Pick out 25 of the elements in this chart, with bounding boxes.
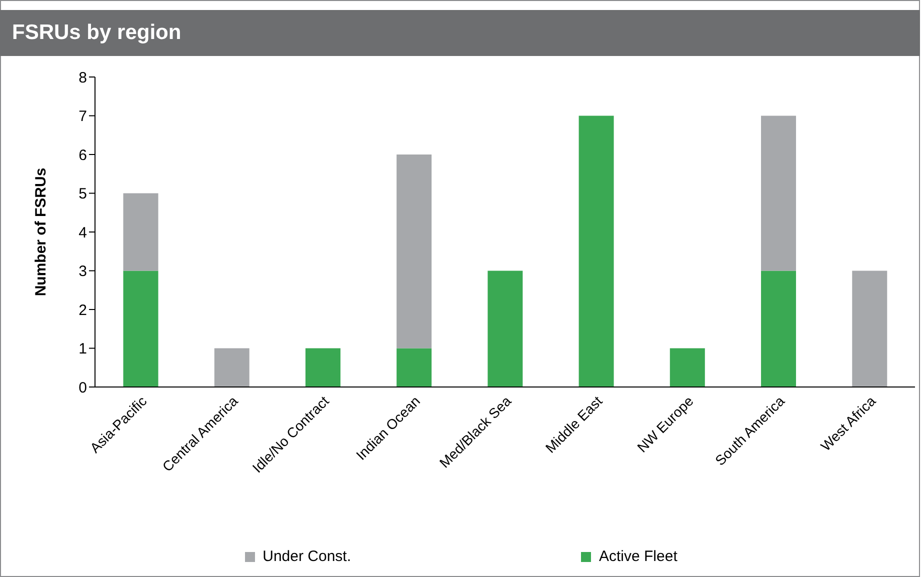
- bar: [761, 116, 796, 271]
- y-tick-label: 3: [78, 263, 87, 280]
- y-tick-label: 5: [78, 186, 87, 203]
- y-tick-label: 6: [78, 146, 87, 164]
- y-tick-label: 4: [78, 224, 87, 242]
- bar: [396, 154, 432, 348]
- y-tick-label: 1: [78, 340, 87, 358]
- legend-label: Under Const.: [262, 548, 351, 565]
- bar: [123, 193, 158, 271]
- y-tick-label: 8: [78, 69, 87, 86]
- y-axis-title: Number of FSRUs: [32, 168, 50, 296]
- bar: [852, 270, 888, 387]
- bar: [305, 348, 340, 387]
- y-tick-label: 2: [78, 302, 87, 319]
- bar: [670, 348, 705, 387]
- chart-title: FSRUs by region: [0, 10, 920, 56]
- bar: [488, 270, 523, 387]
- y-tick-label: 0: [78, 379, 87, 396]
- bar: [123, 270, 158, 387]
- legend-label: Active Fleet: [599, 548, 678, 565]
- bar: [214, 348, 250, 387]
- bar: [761, 270, 796, 387]
- y-tick-label: 7: [78, 108, 87, 126]
- bar: [578, 116, 614, 387]
- bar: [396, 348, 432, 387]
